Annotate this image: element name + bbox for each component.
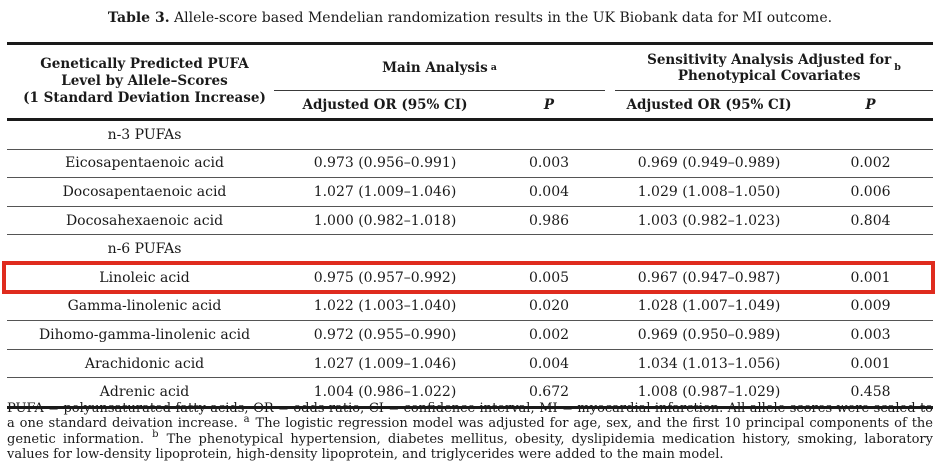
or-main-value: 1.004 (0.986–1.022) [313, 384, 457, 401]
table-row-highlighted: Linoleic acid 0.975 (0.957–0.992) 0.005 … [2, 261, 935, 294]
table-header: Genetically Predicted PUFA Level by Alle… [7, 45, 933, 121]
table-row: Gamma-linolenic acid 1.022 (1.003–1.040)… [7, 293, 933, 322]
or-sensitivity-value: 1.034 (1.013–1.056) [637, 355, 781, 372]
header-exposure-column: Genetically Predicted PUFA Level by Alle… [23, 56, 266, 106]
or-main-value: 1.027 (1.009–1.046) [313, 355, 457, 372]
p-main-value [488, 235, 610, 263]
header-p-main: P [543, 96, 555, 113]
or-sensitivity-value: 1.003 (0.982–1.023) [637, 212, 781, 229]
p-sensitivity-value: 0.002 [850, 155, 891, 172]
table-caption-text: Allele-score based Mendelian randomizati… [174, 10, 833, 26]
p-sensitivity-value [808, 235, 933, 263]
p-main-value: 0.004 [528, 355, 570, 372]
p-sensitivity-value: 0.458 [850, 384, 891, 401]
results-table: Genetically Predicted PUFA Level by Alle… [2, 42, 935, 409]
header-p-sensitivity: P [865, 96, 876, 113]
p-sensitivity-value: 0.001 [850, 269, 891, 286]
pufa-label: Adrenic acid [99, 384, 190, 401]
pufa-label: Eicosapentaenoic acid [65, 155, 224, 172]
or-sensitivity-value: 1.029 (1.008–1.050) [637, 183, 781, 200]
footnote-ref-b: b [152, 429, 159, 441]
pufa-label: Gamma-linolenic acid [67, 298, 222, 315]
or-main-value: 1.022 (1.003–1.040) [313, 298, 457, 315]
footnote-note-a: The logistic regression model was adjust… [7, 416, 933, 447]
or-sensitivity-value: 0.967 (0.947–0.987) [637, 269, 781, 286]
p-sensitivity-value: 0.804 [850, 212, 891, 229]
header-or-main: Adjusted OR (95% CI) [302, 96, 468, 113]
pufa-label: n-3 PUFAs [107, 126, 182, 143]
table-caption-number: Table 3. [107, 10, 170, 26]
table-row: Docosapentaenoic acid 1.027 (1.009–1.046… [7, 178, 933, 207]
table-body: n-3 PUFAs Eicosapentaenoic acid 0.973 (0… [2, 121, 935, 406]
or-main-value: 0.973 (0.956–0.991) [313, 155, 457, 172]
p-sensitivity-value [808, 121, 933, 149]
pufa-label: Dihomo-gamma-linolenic acid [38, 326, 251, 343]
or-sensitivity-value: 0.969 (0.950–0.989) [637, 326, 781, 343]
or-main-value: 1.027 (1.009–1.046) [313, 183, 457, 200]
footnote-note-b: The phenotypical hypertension, diabetes … [7, 431, 933, 463]
or-main-value [282, 121, 488, 149]
table-row: Docosahexaenoic acid 1.000 (0.982–1.018)… [7, 207, 933, 236]
p-main-value: 0.672 [528, 384, 570, 401]
pufa-label: Linoleic acid [99, 269, 190, 286]
footnote-abbreviations: PUFA = polyunsaturated fatty acids; OR =… [7, 401, 933, 432]
p-main-value: 0.002 [528, 326, 570, 343]
table-row: n-3 PUFAs [7, 121, 933, 150]
table-row: n-6 PUFAs [7, 235, 933, 264]
p-sensitivity-value: 0.003 [850, 326, 891, 343]
p-main-value: 0.005 [528, 269, 570, 286]
table-row: Adrenic acid 1.004 (0.986–1.022) 0.672 1… [7, 378, 933, 406]
or-main-value: 0.975 (0.957–0.992) [313, 269, 457, 286]
header-group-sensitivity-analysis: Sensitivity Analysis Adjusted for Phenot… [615, 45, 933, 91]
or-sensitivity-value: 0.969 (0.949–0.989) [637, 155, 781, 172]
or-main-value: 0.972 (0.955–0.990) [313, 326, 457, 343]
pufa-label: n-6 PUFAs [107, 241, 182, 258]
header-or-sensitivity: Adjusted OR (95% CI) [626, 96, 792, 113]
p-main-value: 0.003 [528, 155, 570, 172]
or-sensitivity-value [610, 121, 808, 149]
or-sensitivity-value [610, 235, 808, 263]
p-main-value: 0.004 [528, 183, 570, 200]
p-sensitivity-value: 0.006 [850, 183, 891, 200]
pufa-label: Arachidonic acid [84, 355, 205, 372]
or-main-value: 1.000 (0.982–1.018) [313, 212, 457, 229]
pufa-label: Docosahexaenoic acid [65, 212, 224, 229]
or-sensitivity-value: 1.028 (1.007–1.049) [637, 298, 781, 315]
table-footnote: PUFA = polyunsaturated fatty acids; OR =… [7, 401, 933, 463]
table-row: Eicosapentaenoic acid 0.973 (0.956–0.991… [7, 150, 933, 179]
p-main-value [488, 121, 610, 149]
header-group-main-analysis: Main Analysis a [274, 45, 605, 91]
table-caption: Table 3. Allele-score based Mendelian ra… [0, 9, 940, 27]
table-row: Dihomo-gamma-linolenic acid 0.972 (0.955… [7, 321, 933, 350]
or-main-value [282, 235, 488, 263]
p-sensitivity-value: 0.009 [850, 298, 891, 315]
p-main-value: 0.986 [528, 212, 570, 229]
p-sensitivity-value: 0.001 [850, 355, 891, 372]
pufa-label: Docosapentaenoic acid [62, 183, 227, 200]
p-main-value: 0.020 [528, 298, 570, 315]
table-row: Arachidonic acid 1.027 (1.009–1.046) 0.0… [7, 350, 933, 379]
or-sensitivity-value: 1.008 (0.987–1.029) [637, 384, 781, 401]
footnote-ref-a: a [243, 414, 250, 426]
